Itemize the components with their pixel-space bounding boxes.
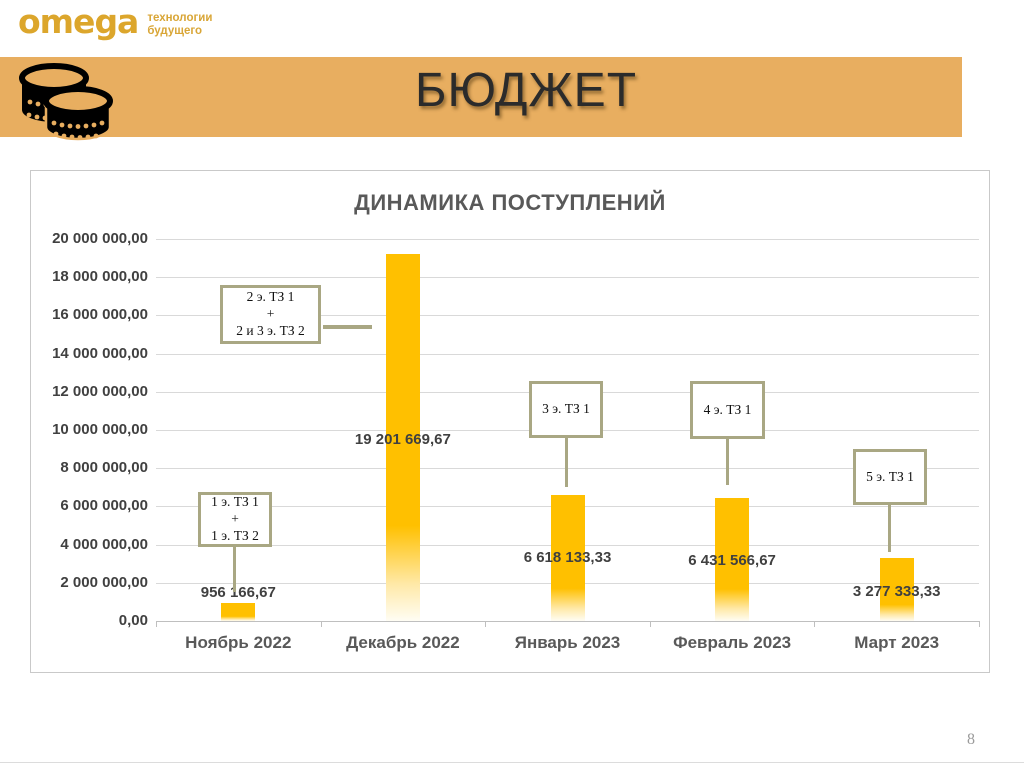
annotation-connector (323, 325, 372, 329)
y-axis-tick-label: 0,00 (118, 612, 148, 629)
annotation-connector (887, 504, 891, 552)
footer-divider (0, 762, 1024, 763)
logo: omega технологии будущего (18, 2, 212, 41)
logo-tagline-line2: будущего (147, 25, 203, 38)
annotation-connector (725, 438, 729, 485)
chart-plot: 0,00 2 000 000,00 4 000 000,00 6 000 000,00… (31, 171, 989, 672)
x-category-label: Февраль 2023 (673, 633, 792, 652)
x-axis-tick (156, 621, 157, 627)
annotation-line: 2 и 3 э. ТЗ 2 (236, 322, 305, 338)
bar-value-label: 6 431 566,67 (688, 552, 776, 569)
annotation-line: 2 э. ТЗ 1 (246, 289, 295, 305)
annotation-callout: 5 э. ТЗ 1 (853, 449, 927, 505)
grid-line (156, 353, 979, 355)
annotation-connector (232, 546, 236, 592)
grid-line (156, 277, 979, 279)
y-axis-tick-label: 20 000 000,00 (52, 230, 148, 247)
y-axis-tick-label: 12 000 000,00 (52, 382, 148, 400)
annotation-callout: 3 э. ТЗ 1 (529, 381, 603, 438)
chart-title: ДИНАМИКА ПОСТУПЛЕНИЙ (354, 190, 666, 215)
x-axis-tick (320, 621, 322, 627)
bar (715, 498, 750, 621)
header-band: БЮДЖЕТ (0, 57, 962, 141)
bar (385, 254, 420, 621)
bar (221, 602, 256, 621)
bar-value-label: 6 618 133,33 (523, 549, 612, 566)
x-axis-tick (485, 621, 487, 627)
x-category-label: Январь 2023 (514, 633, 621, 652)
slide-title: БЮДЖЕТ (414, 64, 638, 117)
grid-line (156, 239, 979, 240)
bar (550, 494, 585, 621)
bar-value-label: 3 277 333,33 (852, 583, 941, 600)
annotation-line: + (266, 306, 275, 322)
page-number: 8 (967, 731, 975, 748)
coins-icon (19, 63, 113, 141)
y-axis-tick-label: 4 000 000,00 (60, 535, 148, 553)
x-category-label: Декабрь 2022 (346, 633, 460, 652)
x-axis-line (156, 621, 979, 622)
y-axis-tick-label: 10 000 000,00 (52, 421, 148, 438)
annotation-connector (564, 437, 568, 487)
annotation-line: 5 э. ТЗ 1 (866, 468, 914, 484)
bar (879, 558, 914, 621)
annotation-line: 1 э. ТЗ 1 (211, 494, 259, 510)
annotation-callout: 4 э. ТЗ 1 (690, 381, 765, 439)
y-axis-tick-label: 6 000 000,00 (60, 497, 148, 515)
annotation-line: + (231, 511, 239, 527)
annotation-line: 3 э. ТЗ 1 (542, 401, 590, 417)
x-axis-tick (814, 621, 816, 627)
logo-brand-text: omega (18, 2, 139, 41)
x-category-label: Ноябрь 2022 (185, 633, 292, 652)
bar-value-label: 19 201 669,67 (354, 431, 451, 448)
x-axis-tick (649, 621, 651, 627)
bar-value-label: 956 166,67 (200, 584, 276, 601)
annotation-line: 1 э. ТЗ 2 (211, 527, 259, 543)
x-axis-tick (979, 621, 980, 627)
logo-tagline-line1: технологии (147, 12, 213, 24)
grid-line (156, 315, 979, 317)
y-axis-tick-label: 2 000 000,00 (60, 573, 148, 591)
y-axis-tick-label: 18 000 000,00 (52, 268, 148, 286)
logo-tagline: технологии будущего (147, 5, 212, 38)
x-category-label: Март 2023 (854, 633, 940, 652)
y-axis-tick-label: 14 000 000,00 (52, 344, 148, 362)
y-axis-tick-label: 16 000 000,00 (52, 306, 148, 324)
annotation-callout: 1 э. ТЗ 1 +1 э. ТЗ 2 (198, 492, 272, 547)
grid-line (156, 468, 979, 470)
annotation-callout: 2 э. ТЗ 1 +2 и 3 э. ТЗ 2 (220, 285, 321, 344)
annotation-line: 4 э. ТЗ 1 (703, 401, 752, 417)
chart: ДИНАМИКА ПОСТУПЛЕНИЙ 0,00 2 000 000,00 4 0… (30, 170, 990, 673)
y-axis-tick-label: 8 000 000,00 (60, 459, 148, 477)
